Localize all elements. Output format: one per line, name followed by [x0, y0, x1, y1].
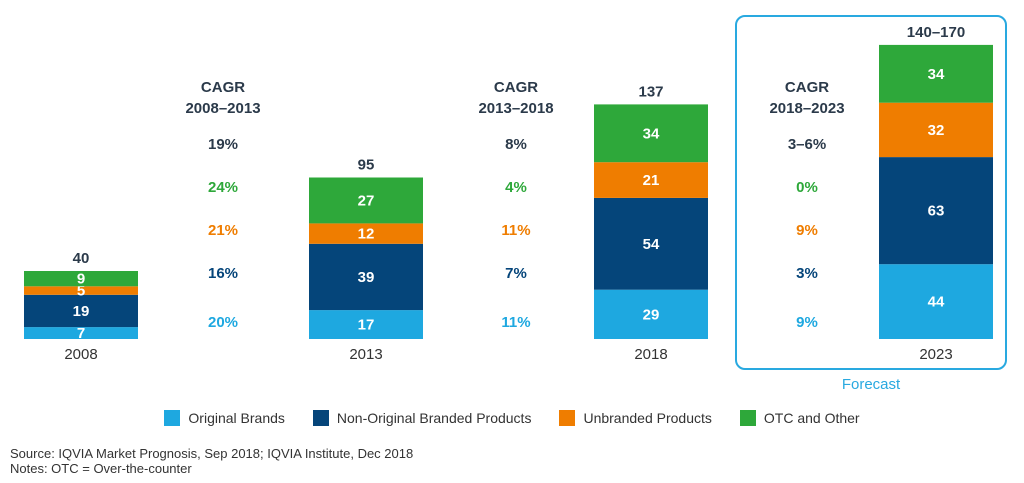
bar-2018-original-brands — [594, 289, 708, 339]
total-label-2023: 140–170 — [907, 24, 965, 41]
bar-2013-non-original-branded — [309, 243, 423, 311]
bar-label-2013-non-original-branded: 39 — [358, 269, 375, 286]
legend-label-otc-other: OTC and Other — [763, 410, 860, 426]
cagr-value-0-4: 20% — [208, 314, 238, 331]
bar-2023-otc-other — [879, 44, 993, 103]
bar-2008-non-original-branded — [24, 294, 138, 328]
bar-label-2013-otc-other: 27 — [358, 192, 375, 209]
otc-note: Notes: OTC = Over-the-counter — [10, 461, 192, 476]
year-label-2018: 2018 — [634, 346, 667, 363]
legend-label-unbranded: Unbranded Products — [583, 410, 712, 426]
cagr-title-2: CAGR — [785, 79, 829, 96]
legend-item-otc-other: OTC and Other — [739, 410, 860, 426]
cagr-value-1-1: 4% — [505, 179, 527, 196]
bar-2013-otc-other — [309, 177, 423, 224]
cagr-value-1-4: 11% — [501, 314, 530, 331]
bar-2008-unbranded — [24, 286, 138, 295]
cagr-value-0-2: 21% — [208, 222, 238, 239]
bar-2008-original-brands — [24, 327, 138, 339]
bar-label-2023-non-original-branded: 63 — [928, 203, 945, 220]
bar-label-2018-otc-other: 34 — [643, 125, 660, 142]
cagr-value-2-4: 9% — [796, 314, 818, 331]
cagr-value-2-1: 0% — [796, 179, 818, 196]
legend-swatch-otc-other — [739, 410, 756, 426]
legend-item-unbranded: Unbranded Products — [559, 410, 712, 426]
cagr-value-2-2: 9% — [796, 222, 818, 239]
bar-2018-unbranded — [594, 162, 708, 198]
legend-label-non-original-branded: Non-Original Branded Products — [336, 410, 532, 426]
bar-label-2018-non-original-branded: 54 — [643, 236, 660, 253]
legend-item-original-brands: Original Brands — [164, 410, 285, 426]
cagr-value-1-3: 7% — [505, 265, 527, 282]
bar-2023-original-brands — [879, 264, 993, 339]
bar-label-2023-unbranded: 32 — [928, 122, 945, 139]
source-note: Source: IQVIA Market Prognosis, Sep 2018… — [10, 446, 414, 461]
cagr-value-2-0: 3–6% — [788, 136, 826, 153]
bar-2008-otc-other — [24, 271, 138, 287]
bar-2018-non-original-branded — [594, 197, 708, 290]
legend-swatch-unbranded — [559, 410, 576, 426]
footer: Source: IQVIA Market Prognosis, Sep 2018… — [10, 446, 413, 476]
legend-item-non-original-branded: Non-Original Branded Products — [312, 410, 532, 426]
cagr-value-2-3: 3% — [796, 265, 818, 282]
year-label-2013: 2013 — [349, 346, 382, 363]
bar-label-2008-original-brands: 7 — [77, 325, 85, 342]
cagr-title-0: CAGR — [201, 79, 245, 96]
cagr-title-1: CAGR — [494, 79, 538, 96]
cagr-value-0-1: 24% — [208, 179, 238, 196]
bar-2023-unbranded — [879, 102, 993, 158]
bar-label-2013-unbranded: 12 — [358, 226, 375, 243]
legend-swatch-non-original-branded — [312, 410, 329, 426]
bar-label-2013-original-brands: 17 — [358, 317, 375, 334]
legend: Original Brands Non-Original Branded Pro… — [0, 407, 1024, 429]
bar-2013-original-brands — [309, 310, 423, 339]
legend-label-original-brands: Original Brands — [188, 410, 285, 426]
cagr-period-2: 2018–2023 — [769, 100, 844, 117]
chart-area: 7 19 59 40 2008 17 39 12 27 95 2013 29 54 21 34 137 2018… — [24, 15, 1007, 393]
legend-swatch-original-brands — [164, 410, 181, 426]
bar-2018-otc-other — [594, 104, 708, 163]
total-label-2013: 95 — [358, 157, 375, 174]
cagr-period-0: 2008–2013 — [185, 100, 260, 117]
year-label-2023: 2023 — [919, 346, 952, 363]
cagr-value-1-0: 8% — [505, 136, 527, 153]
bar-label-2018-unbranded: 21 — [643, 172, 660, 189]
cagr-period-1: 2013–2018 — [478, 100, 553, 117]
forecast-label: Forecast — [842, 376, 901, 393]
bar-2023-non-original-branded — [879, 157, 993, 265]
total-label-2018: 137 — [638, 83, 663, 100]
cagr-value-1-2: 11% — [501, 222, 530, 239]
total-label-2008: 40 — [73, 250, 90, 267]
cagr-value-0-3: 16% — [208, 265, 238, 282]
bar-label-2018-original-brands: 29 — [643, 306, 660, 323]
cagr-value-0-0: 19% — [208, 136, 238, 153]
year-label-2008: 2008 — [64, 346, 97, 363]
forecast-box — [735, 15, 1007, 370]
bar-label-2008-otc-other: 9 — [77, 271, 85, 288]
bar-2013-unbranded — [309, 223, 423, 244]
bar-label-2023-otc-other: 34 — [928, 66, 945, 83]
bar-label-2023-original-brands: 44 — [928, 294, 945, 311]
bar-label-2008-unbranded: 5 — [77, 283, 85, 300]
bar-label-2008-non-original-branded: 19 — [73, 303, 90, 320]
